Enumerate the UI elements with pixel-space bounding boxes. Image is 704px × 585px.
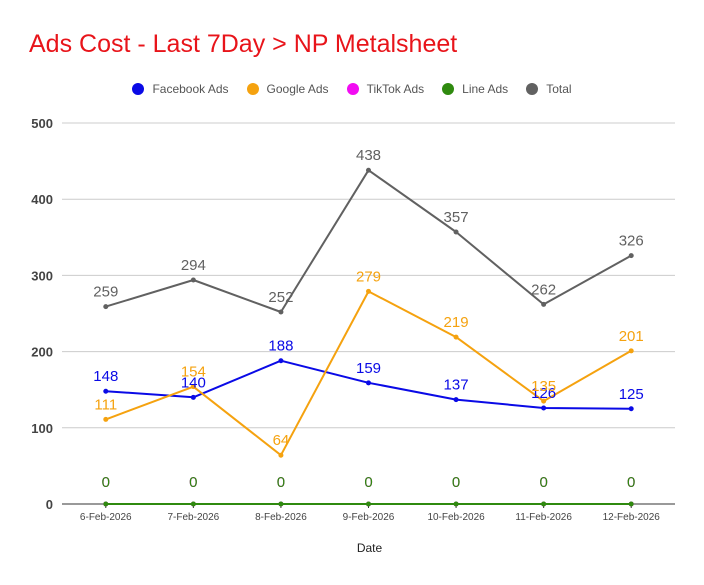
x-tick-label: 6-Feb-2026 xyxy=(80,512,132,523)
data-label: 140 xyxy=(181,374,206,391)
data-point xyxy=(103,501,109,507)
x-tick-label: 8-Feb-2026 xyxy=(255,512,307,523)
data-point xyxy=(453,501,459,507)
data-point xyxy=(541,501,547,507)
data-label: 0 xyxy=(452,474,460,491)
data-label: 111 xyxy=(94,396,117,413)
data-point xyxy=(366,288,371,294)
data-point xyxy=(628,406,634,412)
data-label: 0 xyxy=(539,474,547,491)
x-tick-label: 11-Feb-2026 xyxy=(515,512,572,523)
data-point xyxy=(190,501,196,507)
data-point xyxy=(103,416,109,422)
legend-label: Facebook Ads xyxy=(152,82,229,96)
data-label: 438 xyxy=(356,147,381,164)
legend-marker-icon xyxy=(346,83,359,95)
data-label: 201 xyxy=(619,328,644,345)
data-label: 0 xyxy=(102,474,110,491)
chart-title: Ads Cost - Last 7Day > NP Metalsheet xyxy=(29,30,458,58)
legend-label: TikTok Ads xyxy=(366,82,425,96)
data-point xyxy=(453,229,459,235)
legend-item[interactable]: Line Ads xyxy=(442,82,508,96)
data-label: 279 xyxy=(356,268,381,285)
data-point xyxy=(541,398,547,404)
legend-label: Google Ads xyxy=(266,82,329,96)
legend-marker-icon xyxy=(526,83,539,95)
y-tick-label: 400 xyxy=(31,192,53,207)
data-label: 148 xyxy=(93,368,118,385)
data-point xyxy=(366,380,371,386)
data-label: 252 xyxy=(268,289,293,306)
data-label: 262 xyxy=(531,281,556,298)
legend-item[interactable]: Total xyxy=(526,82,572,96)
data-label: 137 xyxy=(444,377,469,394)
data-point xyxy=(103,304,109,310)
y-tick-label: 100 xyxy=(31,421,53,436)
legend-marker-icon xyxy=(442,83,455,95)
legend-label: Total xyxy=(546,82,572,96)
data-label: 0 xyxy=(452,474,460,491)
data-label: 64 xyxy=(273,432,290,449)
data-label: 259 xyxy=(93,284,118,301)
legend-marker-icon xyxy=(246,83,259,95)
data-label: 0 xyxy=(364,474,372,491)
data-point xyxy=(103,388,109,394)
data-label: 0 xyxy=(189,474,197,491)
x-axis-title: Date xyxy=(357,541,383,555)
data-label: 0 xyxy=(277,474,285,491)
data-point xyxy=(453,397,459,403)
data-label: 0 xyxy=(364,474,372,491)
chart-legend: Facebook Ads Google Ads TikTok Ads Line Ads… xyxy=(0,80,704,98)
x-tick-label: 12-Feb-2026 xyxy=(603,512,661,523)
data-point xyxy=(541,301,547,307)
data-point xyxy=(366,501,371,507)
data-point xyxy=(453,334,459,340)
data-label: 326 xyxy=(619,233,644,250)
x-tick-label: 7-Feb-2026 xyxy=(168,512,220,523)
data-point xyxy=(278,452,284,458)
data-point xyxy=(628,253,634,259)
data-label: 126 xyxy=(531,385,556,402)
data-point xyxy=(628,348,634,354)
data-point xyxy=(278,358,284,364)
legend-item[interactable]: Facebook Ads xyxy=(132,82,229,96)
legend-item[interactable]: Google Ads xyxy=(246,82,329,96)
data-label: 188 xyxy=(268,338,293,355)
data-point xyxy=(190,277,196,283)
y-tick-label: 200 xyxy=(31,345,53,360)
data-point xyxy=(278,309,284,315)
data-label: 0 xyxy=(627,474,635,491)
data-point xyxy=(190,394,196,400)
data-label: 0 xyxy=(189,474,197,491)
data-label: 0 xyxy=(539,474,547,491)
data-label: 0 xyxy=(102,474,110,491)
y-tick-label: 300 xyxy=(31,268,53,283)
y-tick-label: 0 xyxy=(46,497,53,512)
data-label: 357 xyxy=(444,209,469,226)
data-label: 219 xyxy=(444,314,469,331)
legend-label: Line Ads xyxy=(462,82,509,96)
data-label: 0 xyxy=(627,474,635,491)
data-label: 125 xyxy=(619,386,644,403)
data-point xyxy=(278,501,284,507)
data-label: 154 xyxy=(181,364,206,381)
data-point xyxy=(366,167,371,173)
x-tick-label: 10-Feb-2026 xyxy=(427,512,485,523)
data-label: 294 xyxy=(181,257,206,274)
data-point xyxy=(628,501,634,507)
data-label: 159 xyxy=(356,360,381,377)
data-point xyxy=(541,405,547,411)
data-label: 135 xyxy=(531,378,556,395)
data-point xyxy=(190,384,196,390)
x-tick-label: 9-Feb-2026 xyxy=(343,512,395,523)
legend-item[interactable]: TikTok Ads xyxy=(346,82,425,96)
data-label: 0 xyxy=(277,474,285,491)
y-tick-label: 500 xyxy=(31,116,53,131)
legend-marker-icon xyxy=(132,83,145,95)
